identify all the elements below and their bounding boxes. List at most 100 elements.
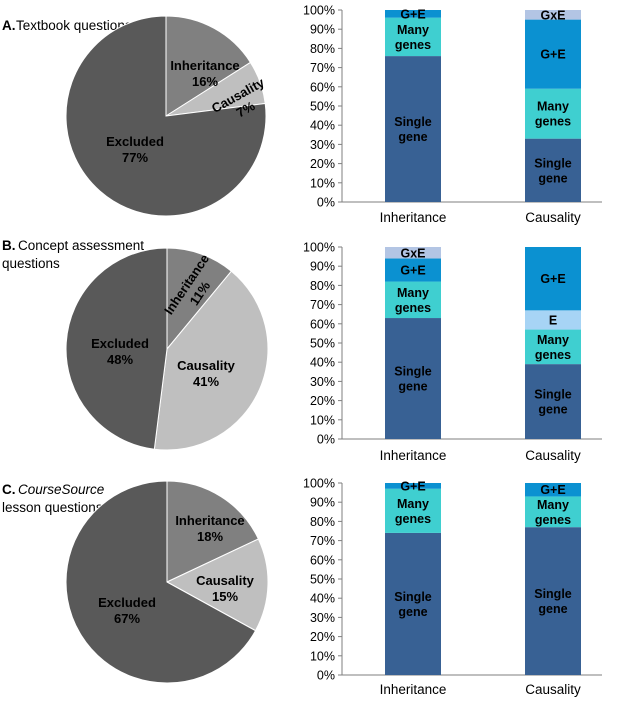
x-category-label: Inheritance	[380, 448, 447, 463]
bar-segment-g-e	[525, 483, 581, 497]
y-tick-label: 90%	[310, 23, 335, 37]
bar-segment-label: Many	[397, 23, 429, 37]
x-category-label: Causality	[525, 682, 581, 697]
pie-slice-inheritance	[166, 247, 233, 351]
slice-percent: 67%	[114, 611, 140, 626]
bar-segment-label: Many	[537, 333, 569, 347]
bar-segment-label: Single	[394, 365, 432, 379]
pie-slice-inheritance	[165, 15, 252, 117]
slice-percent: 48%	[107, 352, 133, 367]
y-tick-label: 70%	[310, 298, 335, 312]
panel-label: A.	[2, 18, 16, 33]
pie-chart-A: A. Textbook questionsInheritance16%Causal…	[2, 15, 267, 217]
bar-segment-single-gene	[525, 364, 581, 439]
bar-segment-label: GxE	[400, 246, 425, 260]
y-tick-label: 50%	[310, 337, 335, 351]
y-tick-label: 10%	[310, 176, 335, 190]
bar-segment-label: gene	[538, 403, 567, 417]
bar-segment-label: genes	[535, 348, 571, 362]
pie-slice-causality	[165, 538, 269, 632]
slice-percent: 18%	[197, 529, 223, 544]
x-category-label: Causality	[525, 448, 581, 463]
y-tick-label: 30%	[310, 611, 335, 625]
y-tick-label: 50%	[310, 573, 335, 587]
bar-segment-single-gene	[385, 318, 441, 439]
y-tick-label: 30%	[310, 375, 335, 389]
bar-segment-g-e	[385, 258, 441, 282]
bar-segment-label: Single	[394, 115, 432, 129]
bar-segment-single-gene	[525, 527, 581, 675]
y-tick-label: 90%	[310, 496, 335, 510]
y-tick-label: 80%	[310, 279, 335, 293]
bar-segment-single-gene	[525, 138, 581, 202]
panel-label: B.	[2, 238, 16, 253]
slice-percent: 41%	[193, 374, 219, 389]
bar-segment-e	[525, 310, 581, 330]
bar-segment-many-genes	[525, 88, 581, 139]
slice-percent: 16%	[192, 74, 218, 89]
slice-name: Excluded	[91, 336, 149, 351]
y-tick-label: 70%	[310, 534, 335, 548]
bar-segment-g-e	[525, 247, 581, 311]
y-tick-label: 100%	[303, 4, 335, 18]
bar-segment-label: G+E	[400, 7, 425, 21]
bar-segment-g-e	[385, 483, 441, 489]
y-tick-label: 70%	[310, 61, 335, 75]
bar-segment-many-genes	[385, 17, 441, 57]
bar-segment-label: genes	[395, 38, 431, 52]
x-category-label: Inheritance	[380, 210, 447, 225]
panel-title-line2: lesson questions	[2, 500, 103, 515]
y-tick-label: 60%	[310, 80, 335, 94]
slice-name: Excluded	[98, 595, 156, 610]
y-tick-label: 40%	[310, 356, 335, 370]
panel-label: C.	[2, 482, 16, 497]
bar-segment-label: gene	[538, 171, 567, 185]
bar-segment-single-gene	[385, 532, 441, 675]
y-tick-label: 10%	[310, 649, 335, 663]
bar-segment-label: G+E	[540, 272, 565, 286]
slice-percent: 15%	[212, 589, 238, 604]
y-tick-label: 20%	[310, 630, 335, 644]
bar-segment-single-gene	[385, 56, 441, 202]
pie-chart-C: C. CourseSource lesson questions Inheritanc…	[2, 480, 269, 684]
bar-segment-g-e	[385, 10, 441, 18]
bar-segment-label: gene	[398, 605, 427, 619]
bar-segment-label: Single	[394, 590, 432, 604]
slice-name: Inheritance	[170, 58, 239, 73]
x-category-label: Inheritance	[380, 682, 447, 697]
bar-segment-label: G+E	[540, 483, 565, 497]
y-tick-label: 50%	[310, 100, 335, 114]
bar-segment-many-genes	[525, 496, 581, 528]
y-tick-label: 60%	[310, 553, 335, 567]
bar-segment-label: gene	[398, 380, 427, 394]
y-tick-label: 0%	[317, 196, 335, 210]
x-category-label: Causality	[525, 210, 581, 225]
slice-name: Excluded	[106, 134, 164, 149]
panel-title: Concept assessment	[18, 238, 144, 253]
bar-segment-label: Single	[534, 388, 572, 402]
bar-segment-label: Single	[534, 587, 572, 601]
bar-segment-gxe	[525, 10, 581, 20]
bar-segment-label: Many	[537, 498, 569, 512]
y-tick-label: 20%	[310, 157, 335, 171]
panel-title: Textbook questions	[16, 18, 132, 33]
bar-segment-label: G+E	[400, 264, 425, 278]
bar-segment-label: Many	[397, 497, 429, 511]
slice-name: Causality	[177, 358, 236, 373]
y-tick-label: 100%	[303, 477, 335, 491]
bar-segment-many-genes	[385, 281, 441, 319]
y-tick-label: 30%	[310, 138, 335, 152]
panel-title: CourseSource	[18, 482, 104, 497]
bar-chart-B: 0%10%20%30%40%50%60%70%80%90%100%Singleg…	[303, 241, 602, 463]
bar-segment-label: Many	[537, 100, 569, 114]
bar-segment-many-genes	[385, 488, 441, 533]
y-tick-label: 40%	[310, 119, 335, 133]
slice-percent: 77%	[122, 150, 148, 165]
y-tick-label: 80%	[310, 42, 335, 56]
